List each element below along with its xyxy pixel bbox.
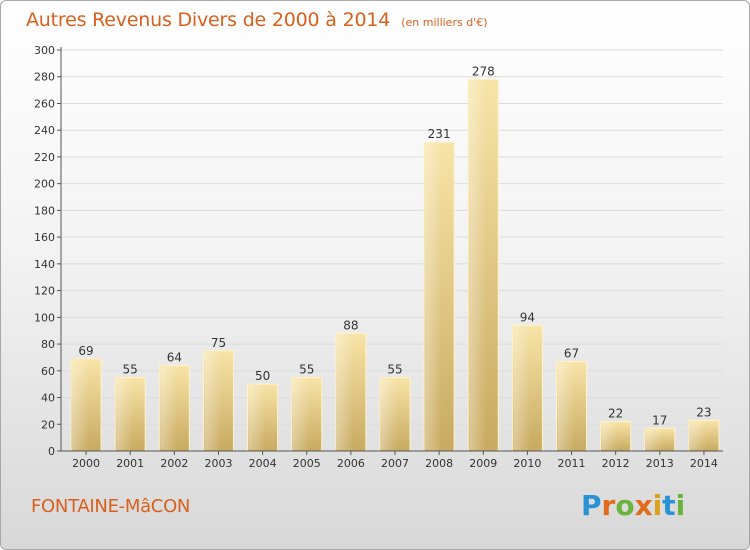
data-label: 278 <box>472 64 495 78</box>
x-tick-label: 2009 <box>469 457 497 470</box>
data-label: 55 <box>123 362 138 376</box>
bar-highlight <box>72 359 101 450</box>
bar-highlight <box>116 378 145 450</box>
x-tick-label: 2000 <box>72 457 100 470</box>
y-tick-label: 260 <box>34 97 55 110</box>
commune-name: FONTAINE-MâCON <box>31 496 191 517</box>
data-label: 67 <box>564 346 579 360</box>
data-label: 55 <box>387 362 402 376</box>
y-tick-label: 220 <box>34 151 55 164</box>
logo-letter: i <box>675 489 686 522</box>
y-tick-label: 240 <box>34 124 55 137</box>
x-tick-label: 2012 <box>602 457 630 470</box>
data-label: 17 <box>652 413 667 427</box>
bar-highlight <box>292 378 321 450</box>
data-label: 22 <box>608 407 623 421</box>
bar-highlight <box>248 385 277 450</box>
x-tick-label: 2007 <box>381 457 409 470</box>
y-tick-label: 160 <box>34 231 55 244</box>
bar-highlight <box>689 421 718 450</box>
logo-letter: i <box>652 489 663 522</box>
bar-highlight <box>425 143 454 451</box>
x-tick-label: 2014 <box>690 457 718 470</box>
x-tick-label: 2011 <box>558 457 586 470</box>
bars-layer: 69 55 64 75 50 55 88 55 231 278 94 67 22 17 23 <box>70 64 720 452</box>
data-label: 231 <box>428 127 451 141</box>
axis-layer: 0 20 40 60 80 100 120 140 160 180 200 220 240 260 280 3… <box>34 44 723 470</box>
logo-letter: t <box>662 489 676 522</box>
y-tick-label: 60 <box>41 365 55 378</box>
x-tick-label: 2005 <box>293 457 321 470</box>
data-label: 64 <box>167 350 182 364</box>
bar-highlight <box>381 378 409 450</box>
bar-highlight <box>160 366 189 450</box>
data-label: 50 <box>255 369 270 383</box>
y-tick-label: 40 <box>41 392 55 405</box>
y-tick-label: 140 <box>34 258 55 271</box>
y-tick-label: 300 <box>34 44 55 57</box>
y-tick-label: 120 <box>34 285 55 298</box>
x-tick-label: 2013 <box>646 457 674 470</box>
y-tick-label: 200 <box>34 178 55 191</box>
y-tick-label: 20 <box>41 418 55 431</box>
bar-highlight <box>336 334 365 450</box>
x-tick-label: 2004 <box>249 457 277 470</box>
data-label: 88 <box>343 318 358 332</box>
y-tick-label: 80 <box>41 338 55 351</box>
data-label: 23 <box>696 405 711 419</box>
logo-letter: x <box>634 489 653 522</box>
data-label: 94 <box>520 310 535 324</box>
y-tick-label: 180 <box>34 204 55 217</box>
logo-letter: P <box>581 489 602 522</box>
logo-letter: r <box>601 489 616 522</box>
x-tick-label: 2010 <box>513 457 541 470</box>
title-row: Autres Revenus Divers de 2000 à 2014 (en… <box>26 9 488 31</box>
logo-letter: o <box>615 489 635 522</box>
bar-highlight <box>513 326 542 450</box>
bar-highlight <box>601 422 630 450</box>
data-label: 69 <box>78 344 93 358</box>
chart-title: Autres Revenus Divers de 2000 à 2014 <box>26 9 391 31</box>
data-label: 75 <box>211 336 226 350</box>
bar-highlight <box>469 80 498 450</box>
x-tick-label: 2001 <box>116 457 144 470</box>
bar-highlight <box>557 362 586 450</box>
bar-highlight <box>645 429 674 450</box>
x-tick-label: 2006 <box>337 457 365 470</box>
data-label: 55 <box>299 362 314 376</box>
x-tick-label: 2008 <box>425 457 453 470</box>
chart-unit: (en milliers d'€) <box>401 16 488 29</box>
x-tick-label: 2003 <box>204 457 232 470</box>
y-tick-label: 100 <box>34 311 55 324</box>
proxiti-logo: Proxiti <box>581 489 685 522</box>
bar-highlight <box>204 351 233 450</box>
x-tick-label: 2002 <box>160 457 188 470</box>
y-tick-label: 280 <box>34 71 55 84</box>
y-tick-label: 0 <box>48 445 55 458</box>
